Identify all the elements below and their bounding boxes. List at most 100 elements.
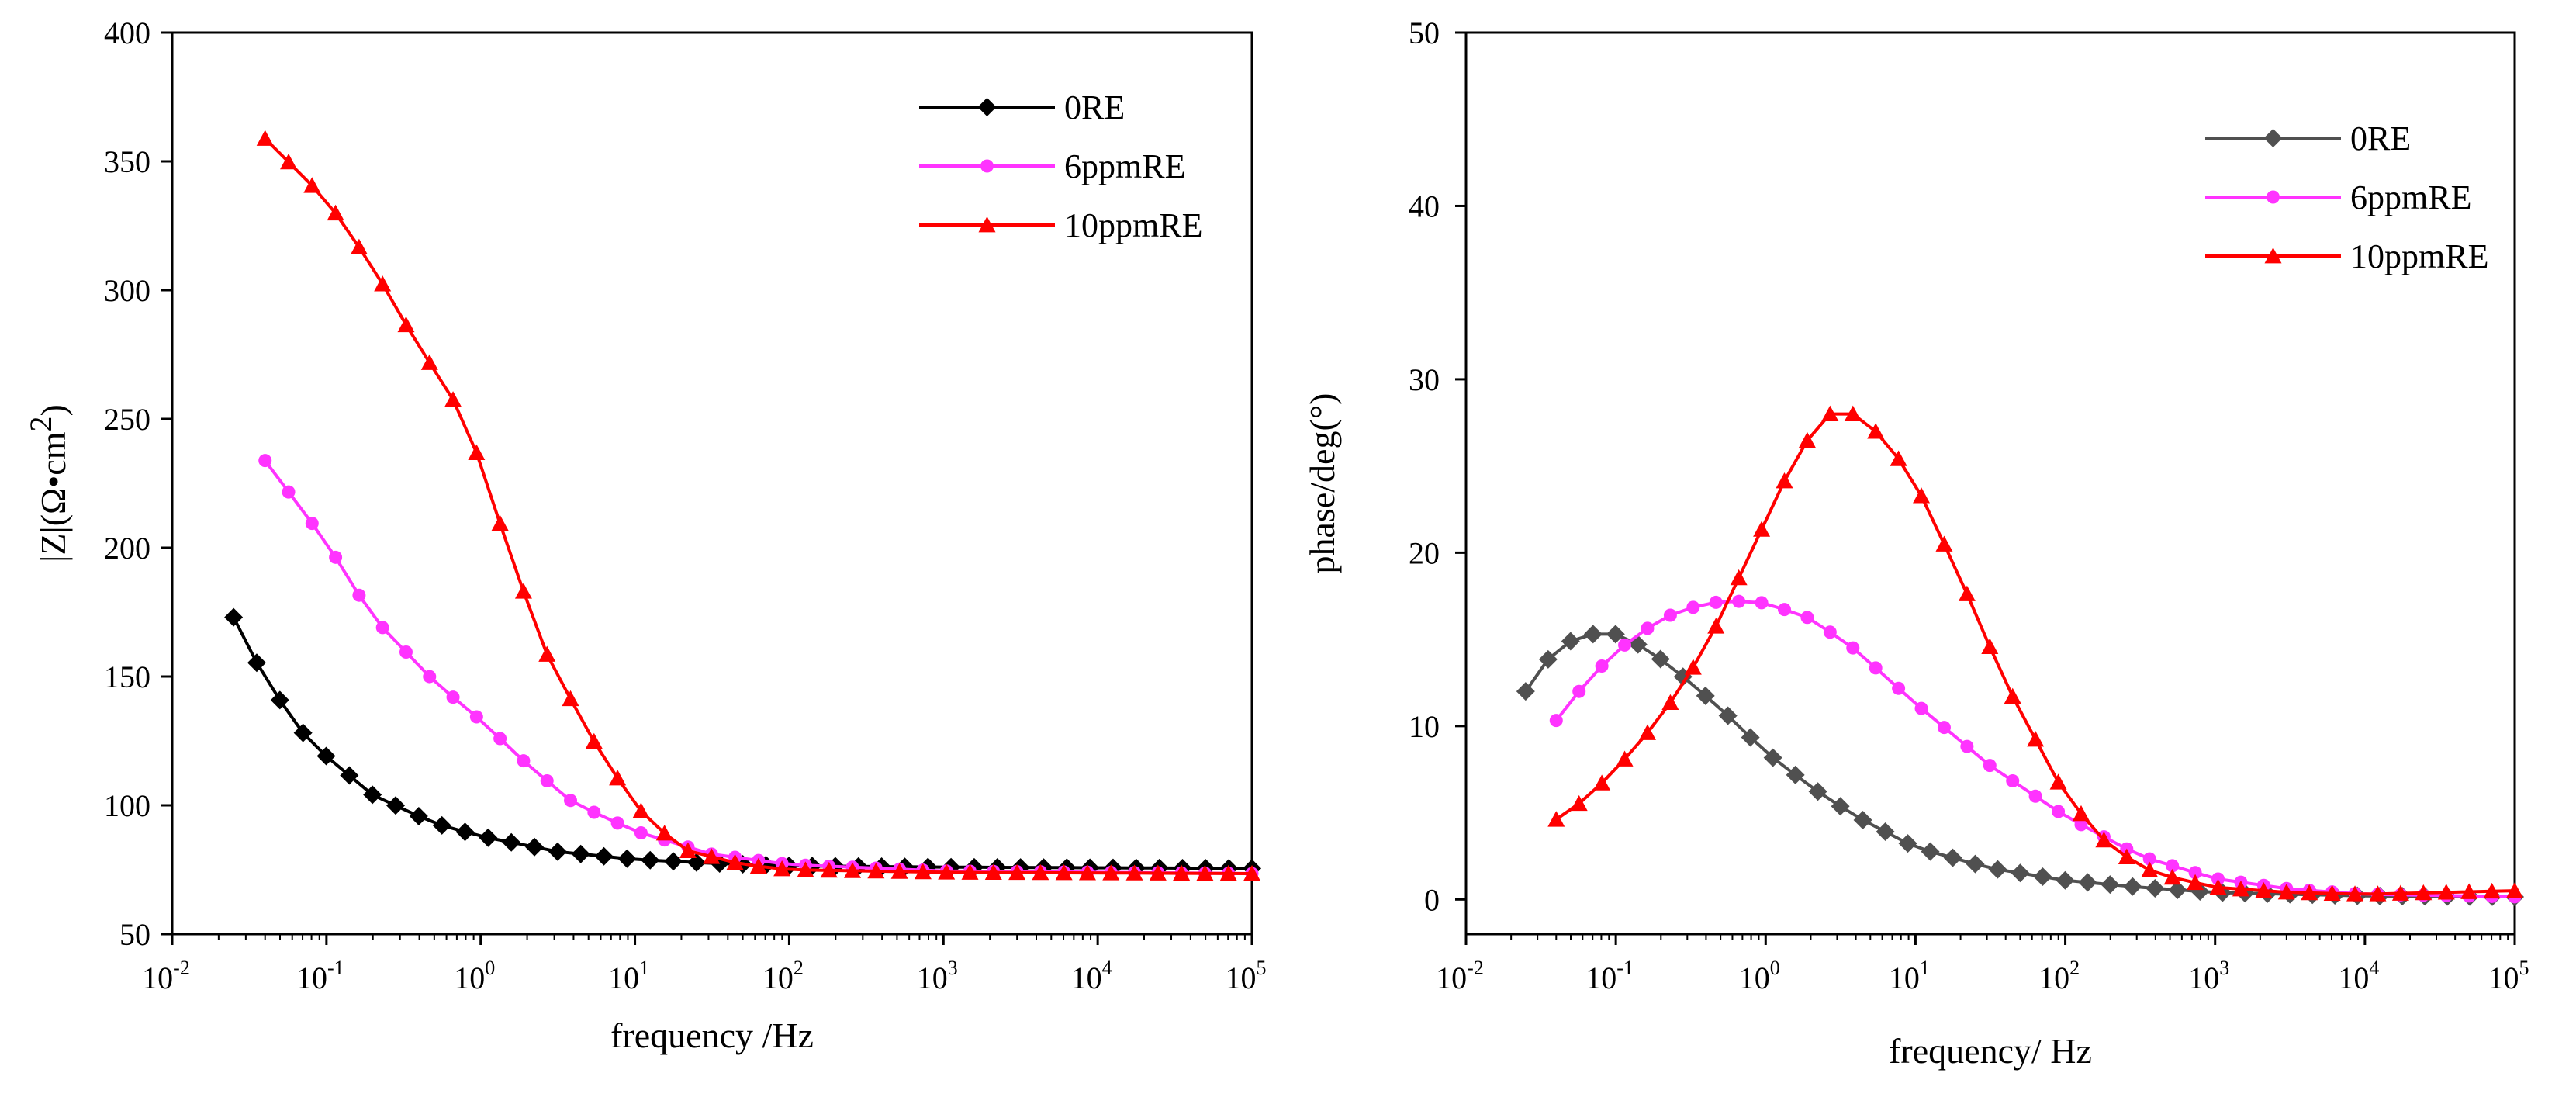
data-point [610, 816, 624, 830]
data-point [2006, 774, 2020, 788]
data-point [386, 796, 405, 815]
data-point [1593, 774, 1611, 791]
data-point [1173, 864, 1191, 881]
y-axis-title-end: ) [33, 404, 73, 416]
data-point [2146, 878, 2165, 898]
data-point [1831, 797, 1850, 816]
legend: 0RE 6ppmRE 10ppmRE [2205, 119, 2488, 275]
data-point [2142, 852, 2156, 866]
data-point [1516, 682, 1535, 701]
data-point [1853, 810, 1872, 829]
data-point [562, 690, 579, 707]
data-point [594, 846, 614, 866]
x-tick-label: 101 [1889, 957, 1930, 995]
data-point [2277, 884, 2295, 900]
data-point [2028, 789, 2042, 803]
data-point [1078, 864, 1096, 881]
data-point [502, 832, 521, 852]
data-point [1898, 834, 1917, 853]
data-point [2346, 885, 2364, 902]
data-point [2033, 867, 2052, 887]
data-point [726, 853, 744, 870]
x-tick-label: 104 [2338, 957, 2379, 995]
x-tick-exponent: 4 [2369, 957, 2379, 979]
data-point [1219, 864, 1237, 881]
data-point [1583, 625, 1603, 644]
data-point [1869, 661, 1883, 675]
data-point [2101, 875, 2120, 895]
data-point [1890, 450, 1907, 466]
data-point [1988, 860, 2007, 879]
y-tick-label: 350 [104, 144, 150, 179]
data-point [1572, 684, 1586, 698]
data-point [2004, 687, 2021, 704]
series-6ppmRE [258, 454, 1259, 881]
data-point [1102, 864, 1120, 881]
data-point [2049, 773, 2067, 790]
y-tick-label: 20 [1409, 535, 1440, 570]
legend-marker [2263, 129, 2283, 147]
data-point [2209, 878, 2227, 895]
data-point [540, 773, 554, 787]
data-point [1616, 750, 1634, 767]
x-tick-exponent: 1 [639, 957, 649, 979]
x-axis-title: frequency/ Hz [1889, 1031, 2092, 1071]
series-6ppmRE [1549, 594, 2522, 904]
plot-frame [1464, 31, 2516, 936]
data-point [270, 690, 289, 710]
data-point [1196, 864, 1214, 881]
data-point [609, 769, 627, 786]
data-point [316, 746, 336, 766]
data-point [1696, 686, 1715, 705]
legend-label: 10ppmRE [2350, 237, 2488, 275]
data-point [1913, 487, 1931, 504]
data-point [1684, 659, 1702, 675]
data-point [1960, 739, 1974, 753]
data-point [2369, 885, 2387, 902]
x-tick-label: 100 [454, 957, 495, 995]
x-tick-label: 105 [2488, 957, 2529, 995]
data-point [617, 849, 637, 868]
series-line [264, 137, 1253, 875]
x-tick-exponent: 5 [2519, 957, 2529, 979]
x-tick-label: 100 [1739, 957, 1780, 995]
data-point [2163, 868, 2181, 885]
data-point [455, 822, 475, 842]
data-point [1844, 405, 1862, 421]
data-point [2123, 877, 2142, 896]
data-point [2437, 884, 2455, 900]
series-line [232, 616, 1253, 870]
x-tick-exponent: 3 [948, 957, 958, 979]
data-point [867, 862, 885, 879]
data-point [1798, 431, 1816, 448]
data-point [703, 848, 721, 864]
data-point [1966, 854, 1985, 874]
data-point [1821, 405, 1839, 421]
data-point [1628, 635, 1648, 654]
data-point [1921, 842, 1940, 861]
data-point [1753, 521, 1771, 537]
data-point [2072, 805, 2090, 822]
data-point [538, 645, 556, 662]
data-point [1618, 638, 1632, 652]
data-point [1778, 603, 1792, 617]
legend-label: 10ppmRE [1064, 206, 1202, 244]
data-point [525, 837, 545, 857]
y-tick-label: 100 [104, 788, 150, 823]
data-point [2095, 831, 2113, 848]
data-point [1823, 625, 1837, 639]
data-point [468, 444, 486, 461]
data-point [1943, 848, 1962, 867]
series-line [1554, 600, 2515, 898]
x-tick-exponent: -1 [1616, 957, 1634, 979]
data-point [679, 842, 697, 858]
data-point [2011, 863, 2030, 883]
data-point [2483, 882, 2501, 899]
data-point [420, 354, 438, 370]
data-point [2460, 883, 2478, 899]
data-point [1561, 632, 1580, 651]
data-point [571, 844, 590, 863]
data-point [1055, 863, 1073, 881]
data-point [844, 862, 862, 878]
